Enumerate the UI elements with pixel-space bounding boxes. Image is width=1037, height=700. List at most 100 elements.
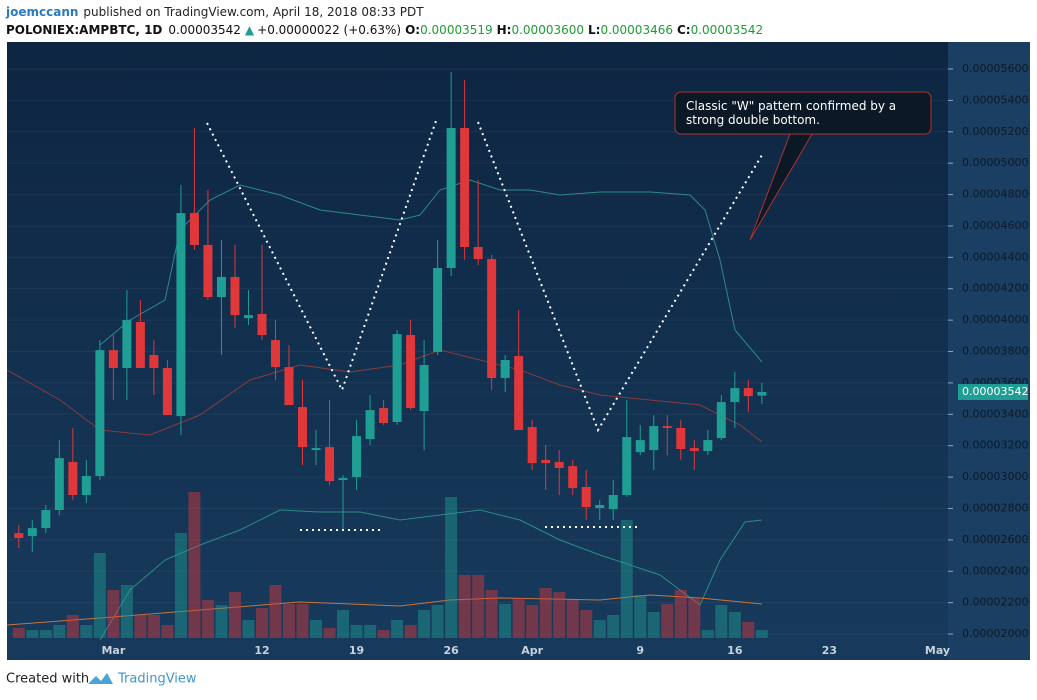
volume — [12, 492, 768, 638]
candle-body — [703, 440, 713, 452]
author[interactable]: joemccann — [5, 5, 78, 19]
candle-body — [689, 448, 699, 452]
volume-bar — [53, 625, 66, 638]
volume-bar — [323, 628, 336, 638]
volume-bar — [553, 592, 566, 638]
volume-bar — [755, 630, 768, 638]
volume-bar — [431, 605, 444, 638]
header-line: joemccann published on TradingView.com, A… — [5, 5, 424, 19]
candle-body — [419, 365, 429, 412]
volume-bar — [39, 630, 52, 638]
volume-bar — [485, 590, 498, 638]
y-tick-label: 0.00004000 — [962, 313, 1028, 326]
time-axis — [7, 643, 948, 660]
volume-bar — [404, 625, 417, 638]
price-tag-label: 0.00003542 — [962, 385, 1028, 398]
volume-bar — [310, 620, 323, 638]
y-tick-label: 0.00002600 — [962, 533, 1028, 546]
x-tick-label: 19 — [349, 644, 364, 657]
volume-bar — [593, 620, 606, 638]
volume-bar — [228, 592, 241, 638]
candle-body — [514, 356, 524, 431]
candle-body — [27, 528, 37, 537]
candle-body — [257, 314, 267, 336]
volume-bar — [688, 598, 701, 638]
l-label: L: — [588, 23, 600, 37]
volume-bar — [472, 575, 485, 638]
annotation: Classic "W" pattern confirmed by a strong… — [686, 99, 896, 127]
candle-body — [649, 426, 659, 451]
candle-body — [541, 459, 551, 464]
volume-bar — [242, 620, 255, 638]
y-tick-label: 0.00005200 — [962, 125, 1028, 138]
candle-body — [460, 128, 470, 247]
x-tick-label: 12 — [254, 644, 269, 657]
published: published on TradingView.com, April 18, … — [83, 5, 424, 19]
candle-body — [338, 478, 348, 481]
candle-body — [554, 462, 564, 468]
candle-body — [149, 354, 159, 369]
candle-body — [568, 466, 578, 489]
volume-bar — [620, 520, 633, 638]
y-tick-label: 0.00004200 — [962, 282, 1028, 295]
candle-body — [365, 410, 375, 440]
volume-bar — [674, 590, 687, 638]
volume-bar — [715, 605, 728, 638]
volume-bar — [607, 615, 620, 638]
candle-body — [487, 259, 497, 379]
candle-body — [95, 350, 105, 476]
candle-body — [68, 462, 78, 495]
volume-bar — [93, 553, 106, 638]
volume-bar — [377, 630, 390, 638]
volume-bar — [296, 604, 309, 638]
l-value: 0.00003466 — [600, 23, 673, 37]
y-tick-label: 0.00003400 — [962, 407, 1028, 420]
volume-bar — [269, 585, 282, 638]
candles — [14, 71, 767, 553]
y-tick-label: 0.00005000 — [962, 156, 1028, 169]
callout-box — [674, 91, 932, 135]
volume-bar — [701, 630, 714, 638]
x-tick-label: 9 — [636, 644, 644, 657]
volume-bar — [499, 604, 512, 638]
volume-bar — [26, 630, 39, 638]
indicators — [6, 179, 763, 641]
volume-bar — [539, 588, 552, 638]
h-value: 0.00003600 — [511, 23, 584, 37]
candle-body — [325, 447, 335, 482]
y-tick-label: 0.00003200 — [962, 439, 1028, 452]
candle-body — [433, 268, 443, 352]
volume-bar — [647, 612, 660, 638]
up-arrow: ▲ — [245, 23, 255, 37]
y-tick-label: 0.00004600 — [962, 219, 1028, 232]
volume-bar — [728, 612, 741, 638]
x-tick-label: 16 — [727, 644, 743, 657]
volume-bar — [188, 492, 201, 638]
volume-bar — [512, 598, 525, 638]
volume-bar — [742, 622, 755, 638]
candle-body — [730, 388, 740, 403]
last: 0.00003542 — [168, 23, 241, 37]
candle-body — [622, 437, 632, 495]
candle-body — [473, 246, 483, 260]
candle-body — [203, 244, 213, 298]
candle-body — [162, 368, 172, 416]
candle-body — [608, 494, 618, 510]
volume-bar — [337, 610, 350, 638]
candle-body — [662, 426, 672, 428]
y-tick-label: 0.00004800 — [962, 188, 1028, 201]
volume-bar — [80, 625, 93, 638]
candle-body — [270, 340, 280, 368]
candle-body — [676, 427, 686, 449]
candle-body — [595, 505, 605, 509]
x-tick-label: Apr — [521, 644, 543, 657]
brand[interactable]: TradingView — [117, 672, 197, 687]
candle-body — [243, 315, 253, 319]
footer: Created with TradingView — [6, 672, 197, 687]
x-tick-label: Mar — [101, 644, 125, 657]
price-axis — [948, 42, 1030, 660]
o-label: O: — [405, 23, 420, 37]
logo — [88, 673, 113, 684]
candle-body — [500, 360, 510, 379]
volume-bar — [391, 620, 404, 638]
